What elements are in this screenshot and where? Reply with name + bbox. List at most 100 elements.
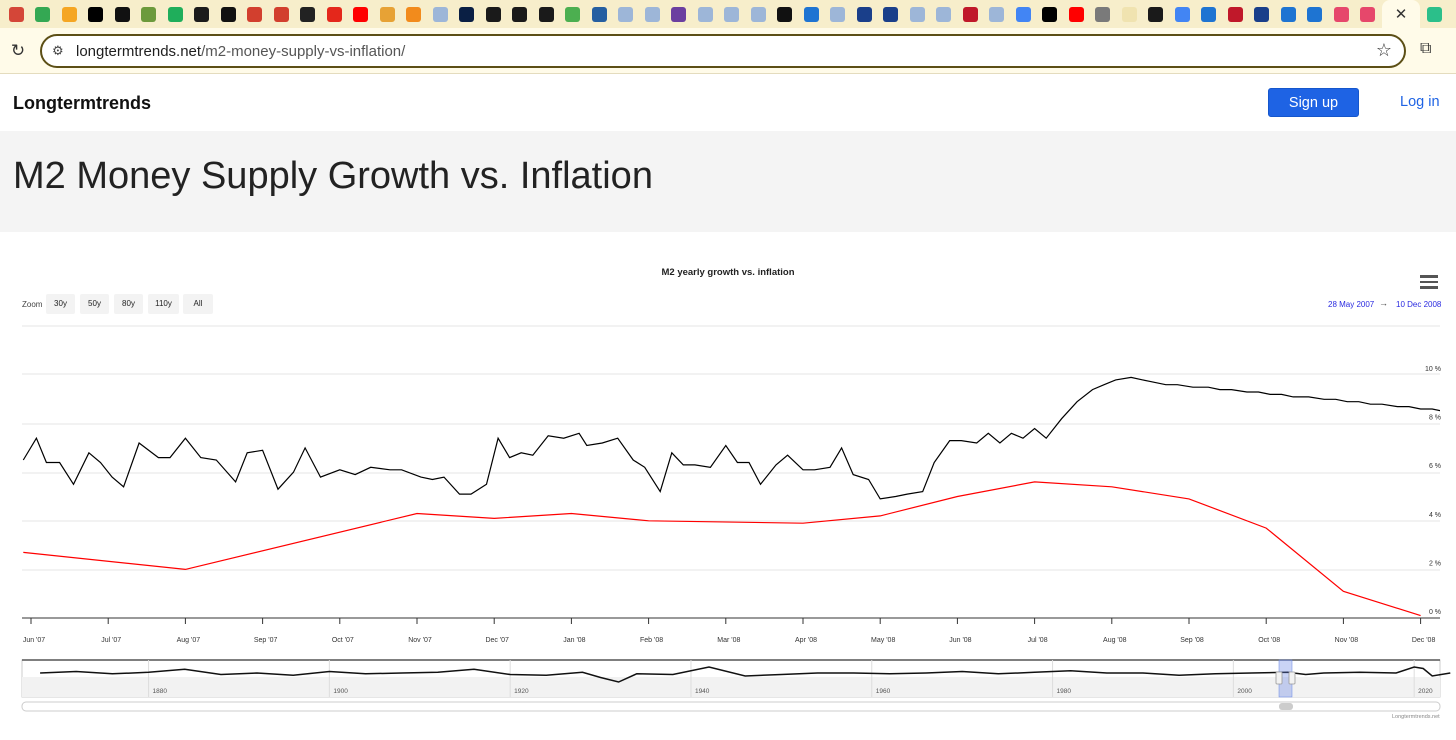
range-to-input[interactable]: 10 Dec 2008 [1396,300,1442,309]
zoom-110y-button[interactable]: 110y [148,294,179,314]
tab-favicon-icon[interactable] [693,2,717,26]
reload-icon[interactable]: ↻ [10,41,26,60]
tab-favicon-icon[interactable] [773,2,797,26]
tab-favicon-icon[interactable] [985,2,1009,26]
tab-favicon-icon[interactable] [1329,2,1353,26]
tab-favicon-icon[interactable] [1223,2,1247,26]
tab-favicon-icon[interactable] [826,2,850,26]
tab-favicon-icon[interactable] [879,2,903,26]
login-link[interactable]: Log in [1400,94,1440,110]
chart-credit[interactable]: Longtermtrends.net [1392,714,1440,720]
page-title: M2 Money Supply Growth vs. Inflation [13,155,653,197]
site-info-icon[interactable]: ⚙ [52,43,64,58]
tab-favicon-icon[interactable] [163,2,187,26]
tab-favicon-icon[interactable] [1423,2,1447,26]
x-tick-label: Aug '07 [177,637,201,644]
tab-favicon-icon[interactable] [190,2,214,26]
tab-favicon-icon[interactable] [587,2,611,26]
tab-favicon-icon[interactable] [1356,2,1380,26]
tab-favicon-icon[interactable] [1117,2,1141,26]
tab-favicon-icon[interactable] [296,2,320,26]
y-tick-label: 4 % [1429,512,1441,519]
range-from-input[interactable]: 28 May 2007 [1328,300,1375,309]
extensions-icon[interactable]: ⧉ [1420,40,1432,57]
zoom-80y-button[interactable]: 80y [114,294,143,314]
tab-favicon-icon[interactable] [534,2,558,26]
tab-favicon-icon[interactable] [4,2,28,26]
url-text[interactable]: longtermtrends.net/m2-money-supply-vs-in… [76,43,405,60]
tab-favicon-icon[interactable] [402,2,426,26]
tab-favicon-icon[interactable] [243,2,267,26]
tab-favicon-icon[interactable] [561,2,585,26]
navigator-tick-label: 1920 [514,688,529,695]
tab-favicon-icon[interactable] [852,2,876,26]
navigator-series-line [40,666,1451,683]
address-bar[interactable]: ⚙ longtermtrends.net/m2-money-supply-vs-… [40,34,1406,68]
navigator-handle-icon [1288,671,1296,685]
tab-favicon-icon[interactable] [84,2,108,26]
tab-favicon-icon[interactable] [614,2,638,26]
navigator-band [22,677,1440,697]
tab-favicon-icon[interactable] [932,2,956,26]
tab-favicon-icon[interactable] [137,2,161,26]
close-tab-icon[interactable]: ✕ [1394,6,1408,23]
tab-favicon-icon[interactable] [110,2,134,26]
signup-button[interactable]: Sign up [1268,88,1359,117]
navigator-tick-label: 1880 [153,688,168,695]
x-tick-label: Oct '07 [332,637,354,644]
tab-favicon-icon[interactable] [1197,2,1221,26]
tab-favicon-icon[interactable] [455,2,479,26]
x-tick-label: Sep '07 [254,637,278,644]
tab-favicon-icon[interactable] [375,2,399,26]
tab-favicon-icon[interactable] [508,2,532,26]
tab-favicon-icon[interactable] [1091,2,1115,26]
x-tick-label: Aug '08 [1103,637,1127,644]
tab-favicon-icon[interactable] [1011,2,1035,26]
tab-favicon-icon[interactable] [799,2,823,26]
tab-favicon-icon[interactable] [905,2,929,26]
tab-favicon-icon[interactable] [349,2,373,26]
browser-toolbar: ↻ ⚙ longtermtrends.net/m2-money-supply-v… [0,28,1456,74]
bookmark-star-icon[interactable]: ☆ [1375,40,1392,60]
site-brand[interactable]: Longtermtrends [13,93,152,113]
m2-growth-line [22,376,1440,500]
tab-favicon-icon[interactable] [322,2,346,26]
tab-favicon-icon[interactable] [57,2,81,26]
tab-favicon-icon[interactable] [1250,2,1274,26]
chart-menu-icon[interactable] [1420,275,1438,289]
range-arrow: → [1379,298,1388,308]
zoom-50y-button[interactable]: 50y [80,294,109,314]
page-hero: M2 Money Supply Growth vs. Inflation [0,131,1456,232]
x-tick-label: Feb '08 [640,637,663,644]
tab-favicon-icon[interactable] [1303,2,1327,26]
tab-favicon-icon[interactable] [1064,2,1088,26]
tab-favicon-icon[interactable] [1144,2,1168,26]
active-tab[interactable]: ✕ [1382,0,1420,28]
navigator-tick-label: 2020 [1418,688,1433,695]
navigator-scrollbar [21,701,1441,712]
tab-favicon-icon[interactable] [481,2,505,26]
tab-favicon-icon[interactable] [216,2,240,26]
zoom-all-button[interactable]: All [183,294,213,314]
chart-container: 0 % 2 % 4 % 6 % 8 % 10 % Jun '07 Jul '07 Aug '07… [0,232,1456,740]
tab-favicon-icon[interactable] [1276,2,1300,26]
x-tick-label: Sep '08 [1180,637,1204,644]
tab-favicon-icon[interactable] [667,2,691,26]
tab-strip: ✕+ [0,0,1456,28]
tab-favicon-icon[interactable] [958,2,982,26]
tab-favicon-icon[interactable] [428,2,452,26]
x-tick-label: Jul '08 [1028,637,1048,644]
tab-favicon-icon[interactable] [269,2,293,26]
tab-favicon-icon[interactable] [31,2,55,26]
zoom-30y-button[interactable]: 30y [46,294,75,314]
tab-favicon-icon[interactable] [1170,2,1194,26]
tab-favicon-icon[interactable] [640,2,664,26]
new-tab-button[interactable]: + [1449,3,1456,26]
navigator-tick-label: 2000 [1237,688,1252,695]
y-tick-label: 2 % [1429,560,1441,567]
x-tick-label: Nov '07 [408,637,432,644]
tab-favicon-icon[interactable] [720,2,744,26]
tab-favicon-icon[interactable] [746,2,770,26]
tab-favicon-icon[interactable] [1038,2,1062,26]
navigator-tick-label: 1960 [876,688,891,695]
